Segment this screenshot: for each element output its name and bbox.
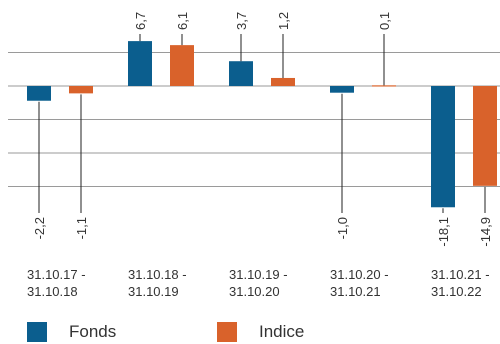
category-label-0: 31.10.17 - 31.10.18 [27,266,107,300]
category-label-3-line1: 31.10.20 - [330,267,389,282]
data-label: 6,7 [133,12,148,30]
bar-indice-0 [69,86,93,94]
bar-fonds-3 [330,86,354,93]
category-label-1-line2: 31.10.19 [128,284,179,299]
label-leader-lines [38,34,486,213]
legend-label-fonds: Fonds [69,322,117,341]
bar-fonds-1 [128,41,152,86]
legend-item-fonds: Fonds [27,322,116,342]
category-label-4-line1: 31.10.21 - [431,267,490,282]
bar-indice-1 [170,45,194,86]
category-label-1-line1: 31.10.18 - [128,267,187,282]
data-label: 3,7 [234,12,249,30]
category-label-4-line2: 31.10.22 [431,284,482,299]
bar-indice-2 [271,77,295,86]
data-label: -1,1 [74,217,89,239]
category-label-2-line2: 31.10.20 [229,284,280,299]
data-label: -18,1 [436,217,451,247]
category-label-3-line2: 31.10.21 [330,284,381,299]
data-label: -2,2 [32,217,47,239]
gridlines [8,52,500,187]
legend-swatch-fonds [27,322,47,342]
category-label-0-line1: 31.10.17 - [27,267,86,282]
category-label-1: 31.10.18 - 31.10.19 [128,266,208,300]
category-label-0-line2: 31.10.18 [27,284,78,299]
legend-label-indice: Indice [259,322,305,341]
legend-swatch-indice [217,322,237,342]
bar-indice-3 [372,85,396,87]
bar-chart: -2,2 6,7 3,7 -1,0 -18,1 -1,1 6,1 1,2 0,1 -14,9 [8,12,500,247]
bar-fonds-2 [229,61,253,86]
bar-fonds-0 [27,86,51,101]
data-labels: -2,2 6,7 3,7 -1,0 -18,1 -1,1 6,1 1,2 0,1 -14,9 [32,12,493,247]
category-label-2: 31.10.19 - 31.10.20 [229,266,309,300]
category-label-4: 31.10.21 - 31.10.22 [431,266,500,300]
data-label: -1,0 [335,217,350,239]
category-label-2-line1: 31.10.19 - [229,267,288,282]
category-label-3: 31.10.20 - 31.10.21 [330,266,410,300]
data-label: 6,1 [175,12,190,30]
data-label: 1,2 [276,12,291,30]
bar-indice-4 [473,86,497,186]
bars [27,41,497,208]
legend-item-indice: Indice [217,322,304,342]
bar-fonds-4 [431,86,455,208]
data-label: 0,1 [377,12,392,30]
data-label: -14,9 [478,217,493,247]
